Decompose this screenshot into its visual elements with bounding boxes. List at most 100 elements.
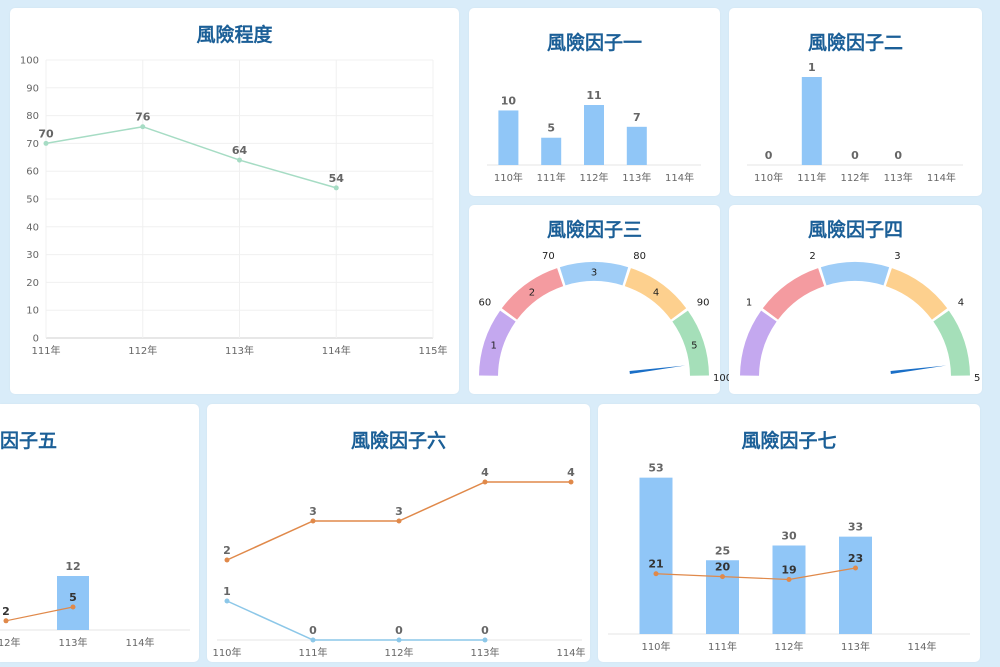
x-tick-label: 110年 — [212, 646, 241, 659]
bar-value-label: 7 — [633, 111, 641, 124]
bar — [772, 545, 806, 634]
y-tick-label: 70 — [26, 139, 39, 150]
gauge-segment — [820, 262, 890, 286]
data-label: 76 — [135, 111, 151, 124]
line-value-label: 5 — [69, 591, 77, 604]
risk-level-chart: 0 10 20 30 40 50 60 70 80 90 100 111年 112年 113年 114年 11… — [20, 56, 448, 358]
y-tick-label: 50 — [26, 195, 39, 206]
factor4-card: 風險因子四 1 2 3 4 5 — [729, 205, 982, 394]
data-point — [396, 637, 402, 643]
x-tick-label: 111年 — [797, 171, 826, 184]
line-point — [720, 574, 725, 580]
data-label: 3 — [309, 505, 317, 518]
x-tick-label: 113年 — [841, 640, 870, 653]
line-value-label: 20 — [715, 561, 731, 574]
factor6-chart: 110年 111年 112年 113年 114年 2 3 3 4 4 1 0 0 0 — [212, 466, 585, 659]
data-point — [43, 140, 49, 146]
gauge-segment-label: 4 — [653, 288, 659, 299]
line-point — [786, 576, 792, 582]
gauge-tick-label: 100 — [713, 373, 732, 384]
factor6-card: 風險因子六 110年 111年 112年 113年 114年 2 3 3 4 4 1 0 0 0 — [207, 404, 590, 662]
factor4-title: 風險因子四 — [807, 219, 903, 241]
x-tick-label: 112年 — [579, 171, 608, 184]
factor2-chart: 110年 0 111年 1 112年 0 113年 0 114年 — [747, 61, 963, 184]
data-point — [396, 518, 402, 524]
y-tick-label: 90 — [26, 83, 39, 94]
x-tick-label: 113年 — [225, 344, 254, 357]
data-label: 1 — [223, 585, 231, 598]
risk-level-title: 風險程度 — [196, 24, 273, 46]
factor3-title: 風險因子三 — [546, 219, 642, 241]
gauge-segment — [933, 310, 970, 376]
x-tick-label: 115年 — [418, 344, 447, 357]
data-label: 3 — [395, 505, 403, 518]
x-tick-label: 114年 — [927, 171, 956, 184]
x-tick-label: 111年 — [708, 640, 737, 653]
x-tick-label: 112年 — [128, 344, 157, 357]
line-value-label: 23 — [848, 552, 863, 565]
gauge-tick-label: 70 — [542, 251, 555, 262]
data-label: 0 — [309, 624, 317, 637]
data-label: 0 — [481, 624, 489, 637]
x-tick-label: 114年 — [907, 640, 936, 653]
bar — [57, 576, 89, 630]
data-label: 54 — [329, 172, 345, 185]
data-point — [310, 518, 316, 524]
factor2-card: 風險因子二 110年 0 111年 1 112年 0 113年 0 114年 — [729, 8, 982, 196]
gauge-tick-label: 5 — [974, 373, 980, 384]
bar — [706, 560, 739, 634]
gauge-segment-label: 5 — [691, 340, 697, 351]
line-point — [70, 604, 76, 610]
data-label: 4 — [481, 466, 489, 479]
x-tick-label: 113年 — [884, 171, 913, 184]
gauge-tick-label: 90 — [697, 297, 710, 308]
x-tick-label: 110年 — [754, 171, 783, 184]
bar-value-label: 25 — [715, 544, 730, 557]
factor1-chart: 110年 10 111年 5 112年 11 113年 7 114年 — [487, 89, 701, 184]
factor6-title: 風險因子六 — [350, 430, 446, 452]
factor2-title: 風險因子二 — [807, 32, 903, 54]
x-tick-label: 110年 — [641, 640, 670, 653]
gauge-segment — [479, 310, 516, 376]
data-point — [333, 185, 339, 191]
y-tick-label: 80 — [26, 111, 39, 122]
factor7-card: 風險因子七 110年 53 111年 25 112年 30 113年 33 114年 21 20 19… — [598, 404, 980, 662]
gauge-segment — [762, 268, 825, 320]
bar — [839, 536, 872, 634]
y-tick-label: 60 — [26, 167, 39, 178]
y-tick-label: 100 — [20, 56, 39, 67]
x-tick-label: 111年 — [537, 171, 566, 184]
x-tick-label: 114年 — [322, 344, 351, 357]
x-tick-label: 112年 — [384, 646, 413, 659]
data-label: 70 — [38, 127, 54, 140]
data-point — [482, 637, 488, 643]
gauge-segment-label: 3 — [591, 268, 597, 279]
gauge-segment — [740, 310, 777, 376]
bar — [639, 477, 673, 634]
x-tick-label: 114年 — [665, 171, 694, 184]
line-point — [853, 565, 858, 571]
line-value-label: 21 — [648, 558, 663, 571]
bar — [498, 110, 519, 165]
data-point — [140, 124, 146, 130]
x-tick-label: 112年 — [0, 636, 21, 649]
line-point — [653, 571, 659, 577]
bar-value-label: 1 — [808, 61, 816, 74]
y-tick-label: 30 — [26, 250, 39, 261]
gauge-needle — [629, 365, 686, 374]
data-point — [482, 479, 488, 485]
data-label: 2 — [223, 544, 231, 557]
data-point — [568, 479, 574, 485]
factor1-card: 風險因子一 110年 10 111年 5 112年 11 113年 7 114年 — [469, 8, 720, 196]
x-tick-label: 111年 — [298, 646, 327, 659]
bar-value-label: 0 — [894, 149, 902, 162]
gauge-tick-label: 2 — [809, 251, 815, 262]
bar-value-label: 12 — [65, 560, 80, 573]
gauge-segment — [672, 310, 709, 376]
bar-value-label: 30 — [781, 530, 797, 543]
line-point — [3, 618, 9, 624]
gauge-tick-label: 1 — [746, 297, 752, 308]
gauge-needle — [890, 365, 947, 374]
factor7-title: 風險因子七 — [741, 430, 837, 452]
data-label: 0 — [395, 624, 403, 637]
